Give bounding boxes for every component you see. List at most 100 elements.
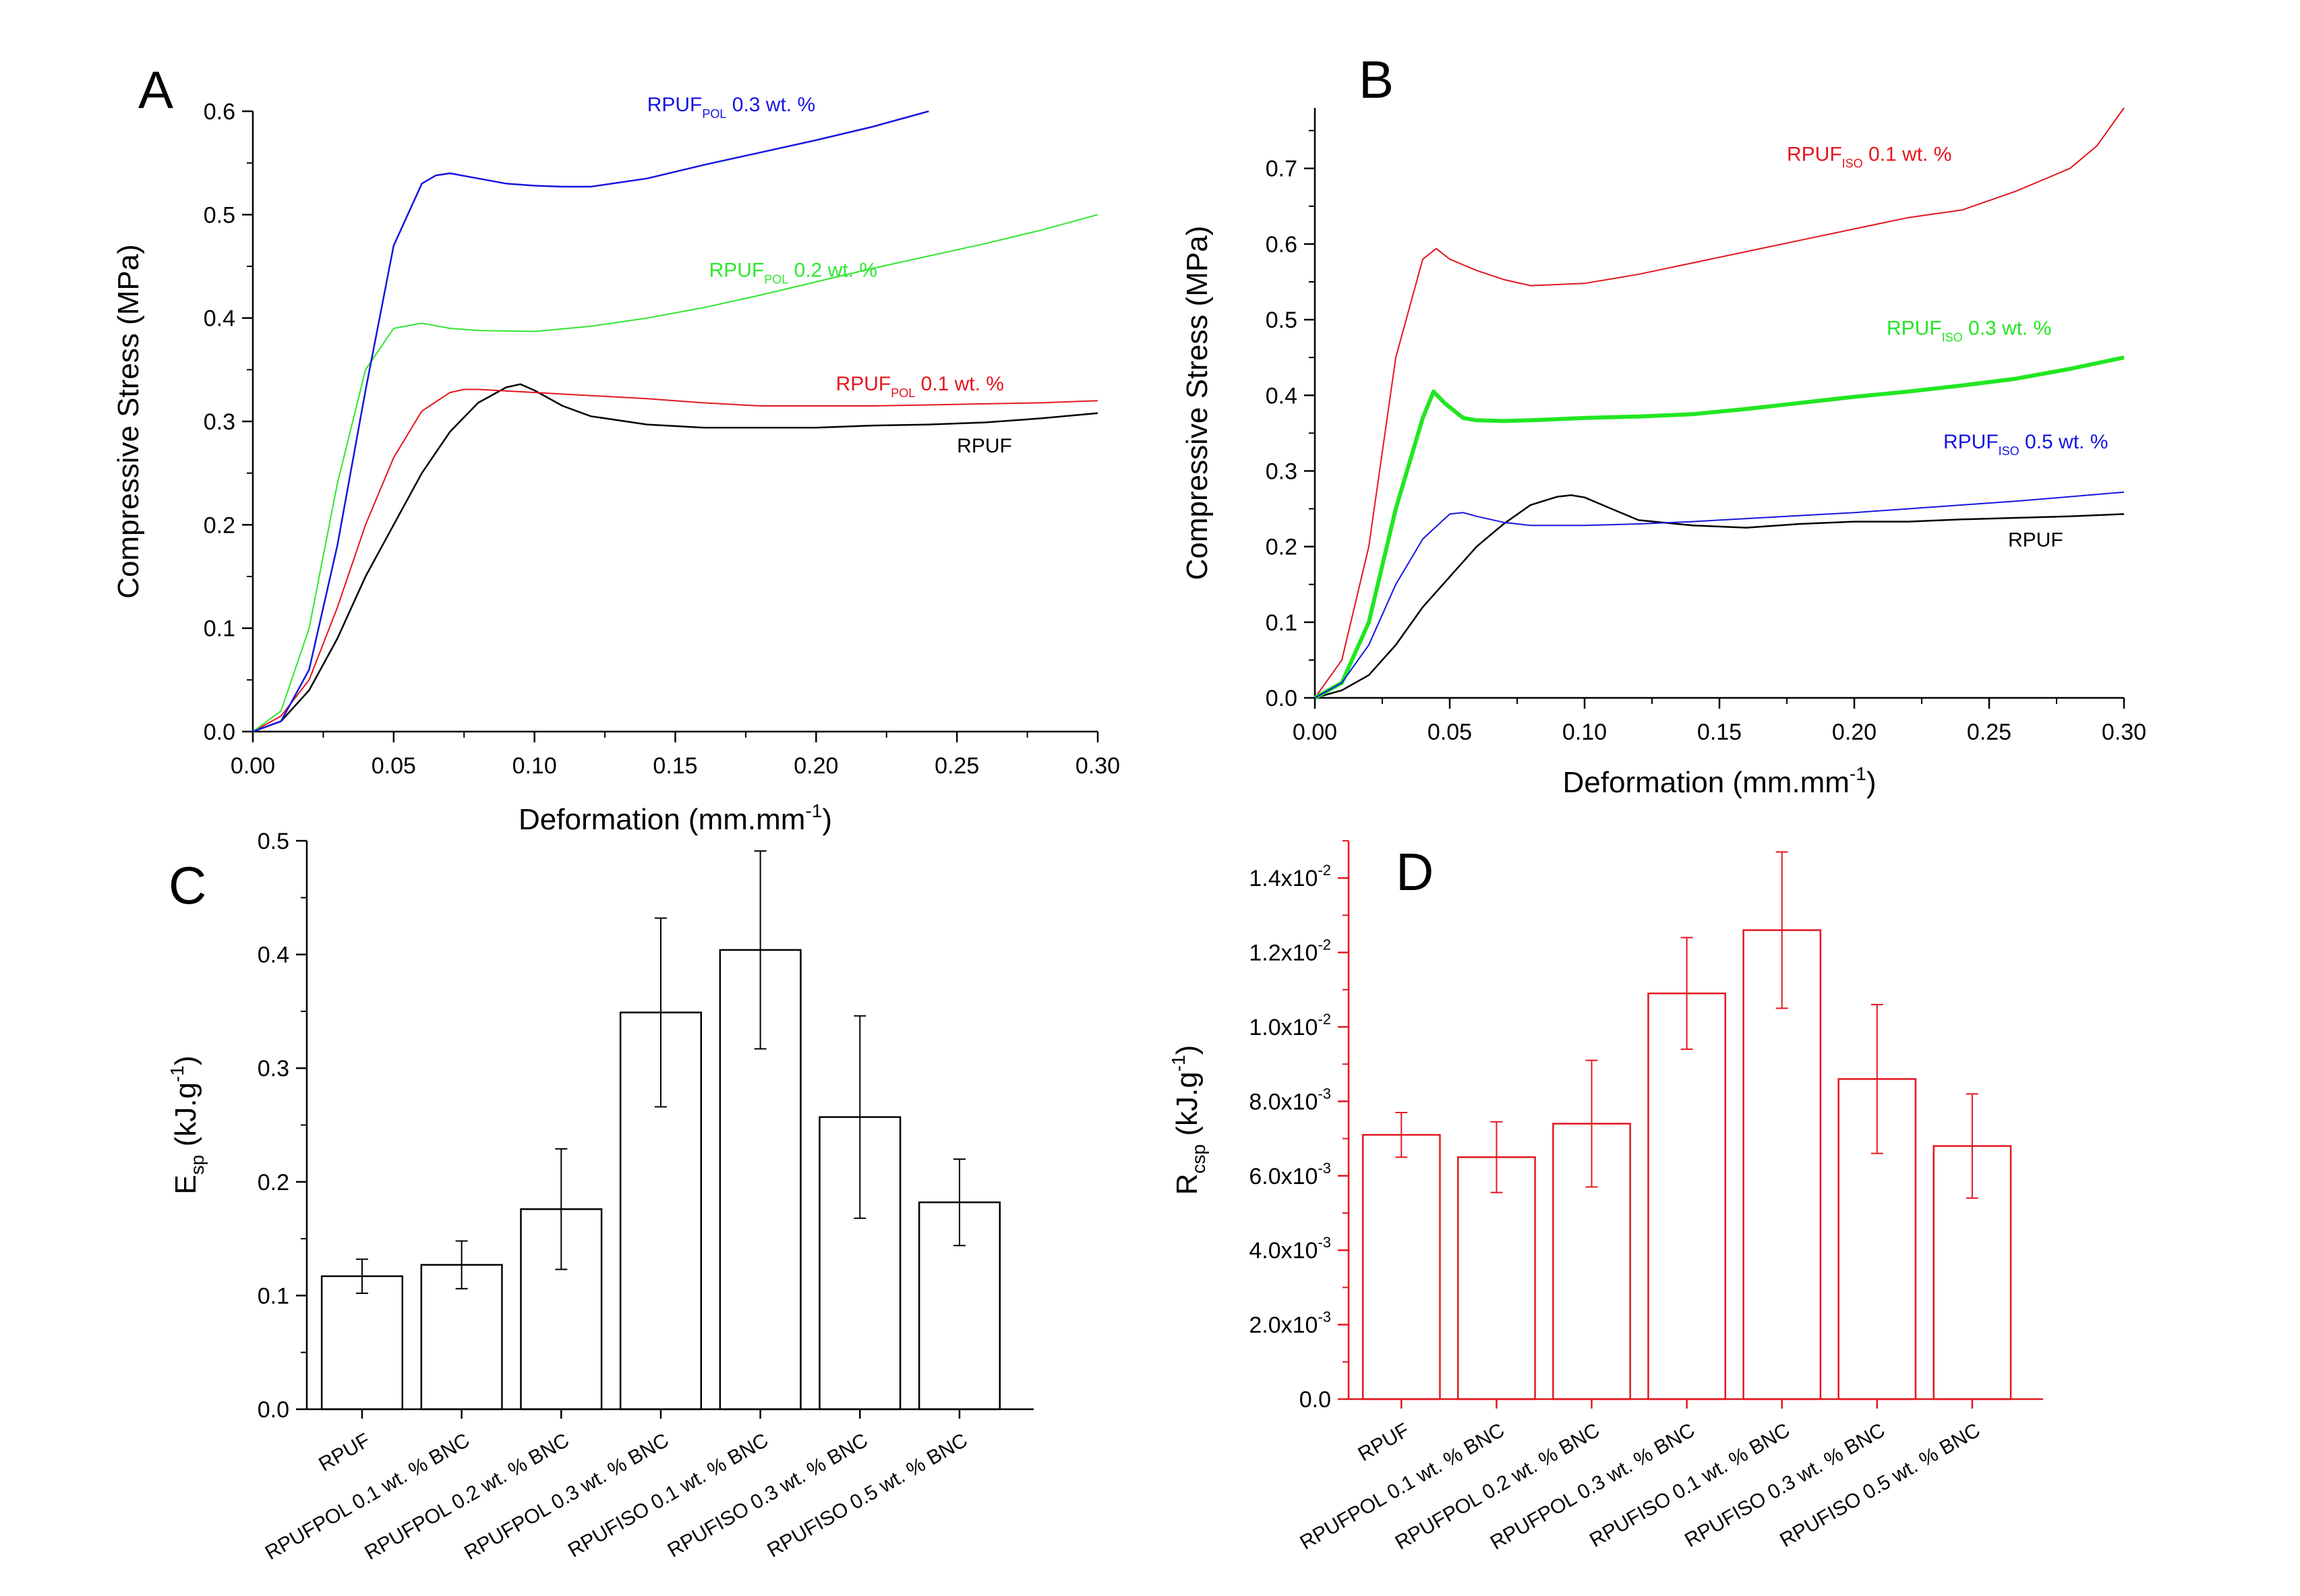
series-line-rpuf-iso-0-3-wt [1314, 355, 2125, 700]
series-line-rpuf-pol-0-3-wt [252, 110, 929, 733]
y-tick-label-base: 6.0x10 [1249, 1164, 1318, 1189]
panel-letter: A [138, 60, 173, 119]
y-tick-label: 1.2x10-2 [1249, 937, 1331, 966]
x-tick-label: 0.00 [231, 753, 275, 779]
x-tick-label: 0.20 [1832, 719, 1877, 745]
y-tick-label: 0.4 [204, 306, 235, 332]
y-axis-title: Compressive Stress (MPa) [112, 244, 145, 599]
y-tick-label: 0.7 [1266, 156, 1297, 182]
series-label-tail: 0.1 wt. % [915, 373, 1004, 395]
y-tick-label: 0.4 [258, 943, 289, 968]
series-label-subscript: ISO [1842, 157, 1863, 171]
y-tick-label: 0.0 [1266, 686, 1297, 711]
y-tick-label: 0.4 [1266, 383, 1297, 409]
series-label-tail: 0.1 wt. % [1863, 144, 1952, 166]
series-line-rpuf-iso-0-1-wt [1314, 107, 2125, 699]
y-axis-title-main: E [169, 1175, 202, 1194]
series-label-tail: 0.3 wt. % [726, 94, 815, 116]
y-tick-label: 0.1 [204, 616, 235, 642]
y-tick-label: 6.0x10-3 [1249, 1160, 1331, 1189]
y-tick-label: 0.5 [204, 202, 235, 228]
series-label-rpuf-iso-0-1-wt: RPUFISO 0.1 wt. % [1787, 144, 1951, 171]
x-tick-label: 0.20 [794, 753, 838, 779]
y-axis-title-tail: (kJ.g [1171, 1071, 1204, 1144]
x-tick-label: 0.10 [512, 753, 557, 779]
x-tick-label: 0.25 [935, 753, 979, 779]
series-label-main: RPUF [1787, 144, 1842, 166]
y-tick-label-exponent: -2 [1318, 1011, 1331, 1028]
panel-b-line-chart: 0.00 0.05 0.10 0.15 0.20 0.25 0.30 0.0 0.1 0.2 0.3… [1181, 50, 2146, 799]
series-label-subscript: POL [702, 107, 726, 121]
y-tick-label-exponent: -3 [1318, 1234, 1331, 1251]
series-line-rpuf-iso-0-5-wt [1314, 491, 2125, 699]
y-tick-label: 0.5 [258, 829, 289, 854]
panel-letter: D [1396, 842, 1434, 902]
y-tick-label: 0.3 [1266, 459, 1297, 484]
series-line-rpuf [252, 383, 1098, 733]
y-tick-label: 0.0 [204, 719, 235, 745]
y-axis-title: Compressive Stress (MPa) [1181, 226, 1214, 581]
y-tick-label: 0.3 [204, 409, 235, 435]
x-axis-title: Deformation (mm.mm-1) [519, 800, 832, 836]
x-axis-title-main: Deformation (mm.mm [1563, 766, 1850, 799]
y-tick-label-exponent: -2 [1318, 862, 1331, 879]
y-tick-label-base: 4.0x10 [1249, 1238, 1318, 1264]
series-label-subscript: ISO [1942, 331, 1963, 345]
y-tick-label: 0.1 [258, 1283, 289, 1309]
y-tick-label: 0.5 [1266, 307, 1297, 333]
series-label-rpuf-pol-0-3-wt: RPUFPOL 0.3 wt. % [647, 94, 815, 121]
x-tick-label: 0.05 [1427, 719, 1472, 745]
series-line-rpuf [1314, 494, 2125, 699]
y-tick-label: 0.6 [204, 99, 235, 125]
x-category-label: RPUF [1355, 1419, 1413, 1465]
y-axis-title-end: ) [1171, 1045, 1204, 1055]
x-tick-label: 0.15 [653, 753, 697, 779]
y-tick-label-base: 1.4x10 [1249, 866, 1318, 891]
x-tick-label: 0.25 [1967, 719, 2011, 745]
y-tick-label: 0.2 [258, 1170, 289, 1195]
series-label-main: RPUF [1887, 318, 1942, 340]
y-tick-label-base: 1.0x10 [1249, 1015, 1318, 1040]
series-label-tail: 0.2 wt. % [788, 259, 877, 281]
y-axis-title-tail: (kJ.g [169, 1082, 202, 1155]
x-tick-label: 0.05 [372, 753, 416, 779]
series-label-tail: 0.5 wt. % [2019, 431, 2109, 453]
y-tick-label: 2.0x10-3 [1249, 1309, 1331, 1338]
x-axis-title-end: ) [1866, 766, 1877, 799]
x-axis-title-main: Deformation (mm.mm [519, 803, 805, 836]
x-axis-title-end: ) [822, 803, 832, 836]
series-label-main: RPUF [836, 373, 891, 395]
x-axis-title-superscript: -1 [1850, 763, 1866, 784]
x-tick-label: 0.00 [1293, 719, 1337, 745]
y-axis-title-subscript: csp [1188, 1144, 1209, 1174]
y-tick-label-base: 2.0x10 [1249, 1313, 1318, 1338]
series-label-rpuf-pol-0-1-wt: RPUFPOL 0.1 wt. % [836, 373, 1004, 400]
y-axis-title: Rcsp (kJ.g-1) [1168, 1045, 1209, 1195]
series-label-rpuf-iso-0-5-wt: RPUFISO 0.5 wt. % [1943, 431, 2108, 458]
y-axis-title-superscript: -1 [1168, 1055, 1189, 1071]
series-label-rpuf: RPUF [957, 435, 1012, 457]
x-tick-label: 0.15 [1697, 719, 1742, 745]
y-tick-label-exponent: -2 [1318, 937, 1331, 953]
series-label-rpuf: RPUF [2008, 529, 2063, 552]
series-label-main: RPUF [957, 435, 1012, 457]
x-tick-label: 0.10 [1562, 719, 1607, 745]
y-tick-label: 0.0 [1299, 1387, 1331, 1413]
y-tick-label-base: 0.0 [1299, 1387, 1331, 1413]
y-axis-title-main: R [1171, 1173, 1204, 1195]
y-tick-label-base: 1.2x10 [1249, 941, 1318, 966]
y-tick-label: 1.4x10-2 [1249, 862, 1331, 891]
y-tick-label-base: 8.0x10 [1249, 1089, 1318, 1115]
series-label-main: RPUF [709, 259, 765, 281]
y-tick-label: 1.0x10-2 [1249, 1011, 1331, 1040]
series-line-rpuf-pol-0-2-wt [252, 214, 1098, 732]
y-tick-label: 0.2 [204, 512, 235, 538]
y-axis-title-end: ) [169, 1055, 202, 1065]
y-tick-label: 0.2 [1266, 535, 1297, 560]
series-label-main: RPUF [2008, 529, 2063, 552]
x-axis-title-superscript: -1 [805, 800, 822, 821]
x-tick-label: 0.30 [1075, 753, 1120, 779]
bar [1361, 1133, 1441, 1400]
